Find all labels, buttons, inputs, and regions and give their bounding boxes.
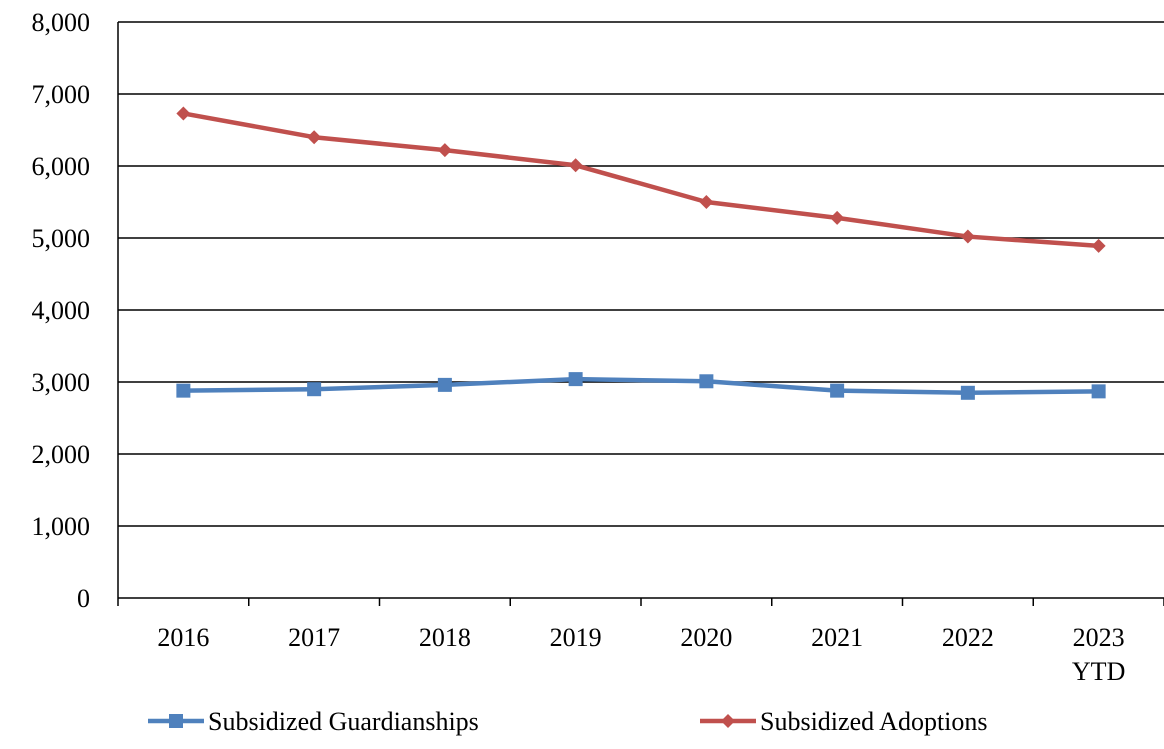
y-tick-label: 6,000 xyxy=(32,152,91,181)
x-tick-label: 2017 xyxy=(288,623,340,652)
x-tick-label: 2016 xyxy=(157,623,209,652)
y-axis-tick-labels: 0 1,000 2,000 3,000 4,000 5,000 6,000 7,000 8,00… xyxy=(32,8,91,613)
y-tick-label: 2,000 xyxy=(32,440,91,469)
x-tick-label: YTD xyxy=(1072,657,1125,686)
x-tick-label: 2023 xyxy=(1073,623,1125,652)
gridlines xyxy=(118,21,1164,527)
data-point-marker xyxy=(437,143,452,158)
data-point-marker xyxy=(307,382,322,397)
data-point-marker xyxy=(176,106,191,121)
data-point-marker xyxy=(307,130,322,145)
data-point-marker xyxy=(1091,238,1106,253)
data-point-marker xyxy=(437,377,452,392)
data-point-marker xyxy=(176,383,191,398)
data-point-marker xyxy=(568,158,583,173)
data-point-marker xyxy=(830,210,845,225)
data-point-marker xyxy=(721,714,735,728)
x-axis-tick-labels: 2016 2017 2018 2019 2020 2021 2022 2023 YTD xyxy=(157,623,1125,686)
y-tick-label: 0 xyxy=(77,584,90,613)
y-tick-label: 3,000 xyxy=(32,368,91,397)
y-tick-label: 5,000 xyxy=(32,224,91,253)
x-tick-label: 2021 xyxy=(811,623,863,652)
data-point-marker xyxy=(960,385,975,400)
data-point-marker xyxy=(568,372,583,387)
legend-label-0: Subsidized Guardianships xyxy=(208,707,479,736)
y-tick-label: 1,000 xyxy=(32,512,91,541)
x-tick-label: 2022 xyxy=(942,623,994,652)
data-point-marker xyxy=(830,383,845,398)
data-point-marker xyxy=(699,374,714,389)
x-tick-label: 2018 xyxy=(419,623,471,652)
y-tick-label: 8,000 xyxy=(32,8,91,37)
x-tick-label: 2019 xyxy=(550,623,602,652)
axes xyxy=(117,22,1164,606)
series-line-0 xyxy=(183,376,1099,396)
legend: Subsidized Guardianships Subsidized Adopt… xyxy=(148,707,988,736)
legend-label-1: Subsidized Adoptions xyxy=(760,707,988,736)
data-point-marker xyxy=(1091,384,1106,399)
data-point-marker xyxy=(960,229,975,244)
series-line-1 xyxy=(182,111,1099,249)
data-point-marker xyxy=(169,714,183,728)
x-tick-label: 2020 xyxy=(680,623,732,652)
series-layer xyxy=(176,106,1106,400)
y-tick-label: 4,000 xyxy=(32,296,91,325)
data-point-marker xyxy=(699,195,714,209)
y-tick-label: 7,000 xyxy=(32,80,91,109)
